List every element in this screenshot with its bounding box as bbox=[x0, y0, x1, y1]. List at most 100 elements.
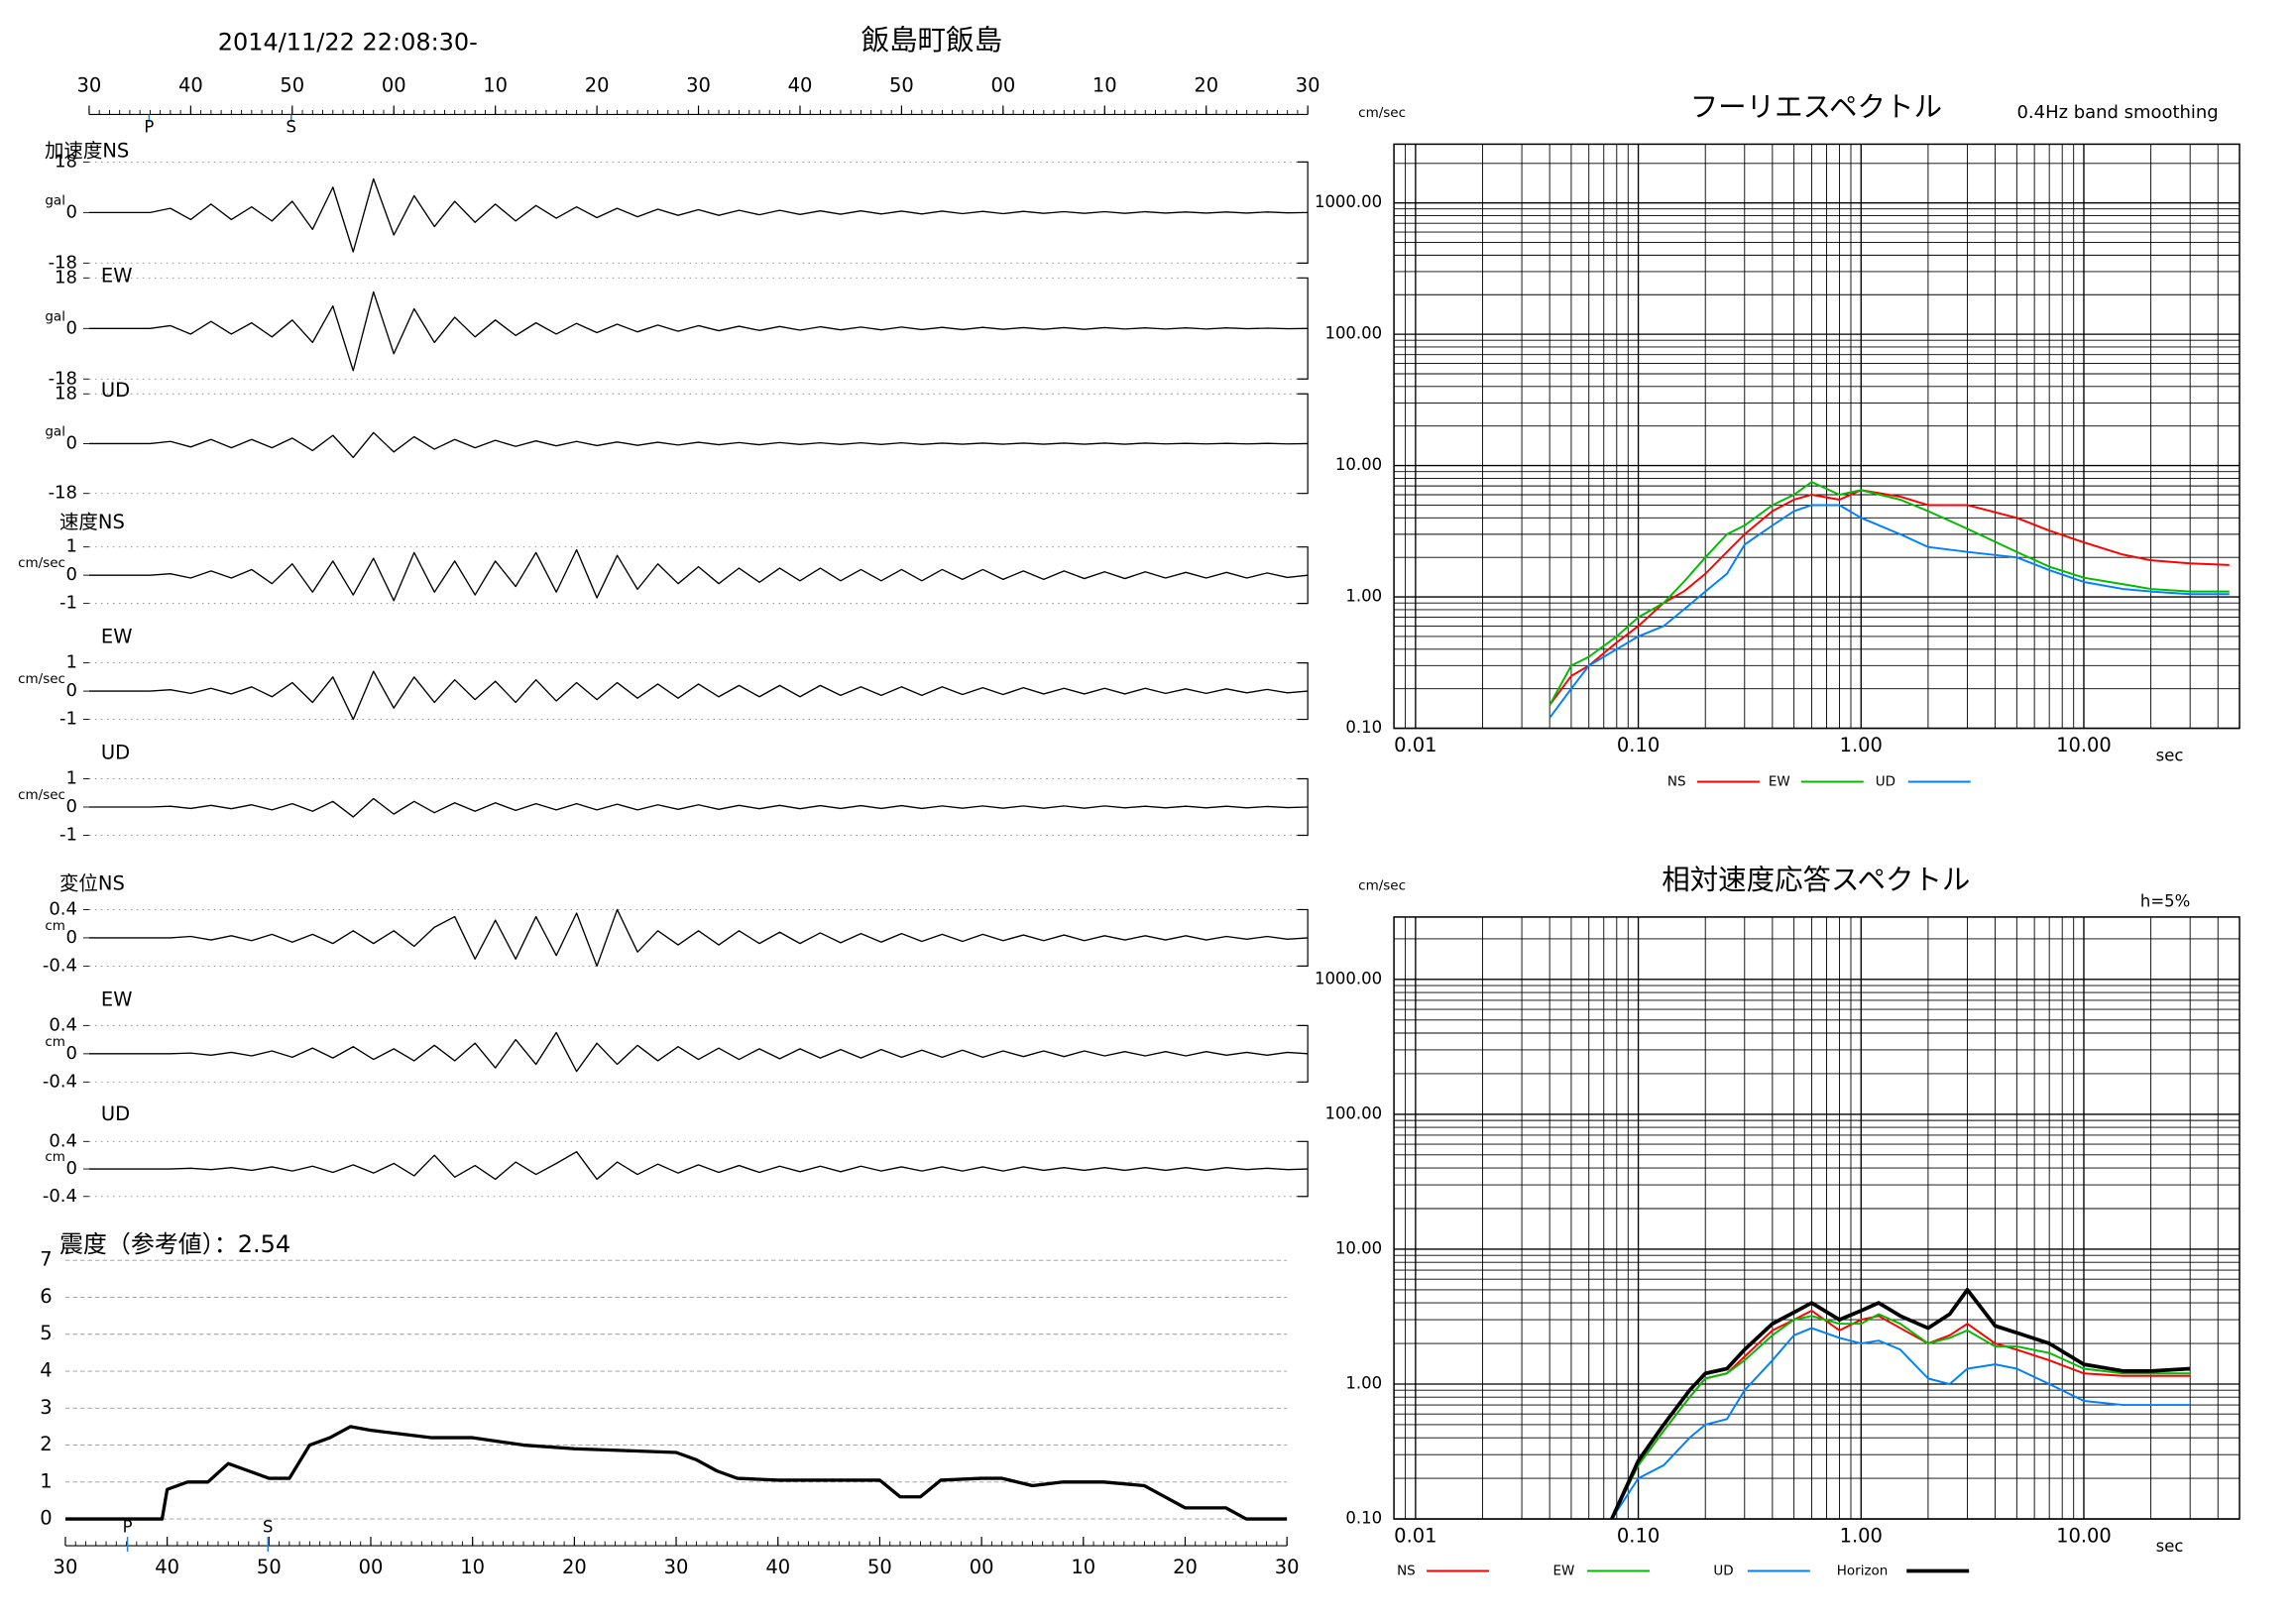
data-line bbox=[88, 1031, 1309, 1073]
phase-label: P bbox=[144, 117, 154, 136]
x-tick-label: 1.00 bbox=[1840, 734, 1883, 756]
y-tick-label: 6 bbox=[40, 1285, 52, 1308]
y-tick-label: 1 bbox=[66, 768, 77, 789]
x-tick-label: 20 bbox=[1194, 73, 1218, 96]
x-tick-label: 30 bbox=[686, 73, 711, 96]
y-tick-label: 0 bbox=[40, 1507, 52, 1530]
phase-label: S bbox=[263, 1518, 273, 1537]
unit-label: gal bbox=[45, 308, 65, 324]
x-tick-label: 00 bbox=[990, 73, 1015, 96]
chart-subtitle: h=5% bbox=[2140, 891, 2190, 910]
y-tick-label: 1 bbox=[40, 1469, 52, 1492]
y-tick-label: 3 bbox=[40, 1396, 52, 1419]
series-label: 変位NS bbox=[59, 871, 125, 894]
datetime: 2014/11/22 22:08:30- bbox=[218, 28, 478, 56]
x-tick-label: 00 bbox=[970, 1556, 994, 1578]
x-tick-label: 30 bbox=[54, 1556, 78, 1578]
y-tick-label: 0 bbox=[66, 1043, 77, 1064]
legend-label: UD bbox=[1876, 774, 1895, 790]
x-axis-label: sec bbox=[2156, 747, 2184, 765]
y-tick-label: 0 bbox=[66, 317, 77, 338]
x-tick-label: 00 bbox=[359, 1556, 384, 1578]
y-tick-label: 1 bbox=[66, 536, 77, 557]
y-tick-label: 2 bbox=[40, 1433, 52, 1455]
legend-label: UD bbox=[1713, 1564, 1733, 1579]
x-tick-label: 10.00 bbox=[2056, 734, 2112, 756]
y-tick-label: 1 bbox=[66, 652, 77, 673]
x-tick-label: 30 bbox=[1275, 1556, 1300, 1578]
x-tick-label: 40 bbox=[788, 73, 813, 96]
x-tick-label: 30 bbox=[1296, 73, 1320, 96]
plot-frame bbox=[1393, 916, 2240, 1520]
y-tick-label: 0 bbox=[66, 564, 77, 585]
x-tick-label: 0.01 bbox=[1394, 1525, 1436, 1548]
x-tick-label: 30 bbox=[77, 73, 102, 96]
y-tick-label: 0.4 bbox=[49, 1014, 77, 1035]
y-tick-label: 0.4 bbox=[49, 1130, 77, 1151]
phase-label: S bbox=[287, 117, 296, 136]
chart-title: 相対速度応答スペクトル bbox=[1662, 864, 1970, 896]
x-tick-label: 1.00 bbox=[1840, 1525, 1883, 1548]
x-tick-label: 10.00 bbox=[2056, 1525, 2112, 1548]
y-tick-label: 5 bbox=[40, 1322, 52, 1344]
data-line bbox=[1549, 504, 2230, 719]
unit-label: cm bbox=[45, 1034, 65, 1050]
x-tick-label: 0.10 bbox=[1617, 734, 1660, 756]
y-tick-label: -18 bbox=[49, 252, 77, 273]
x-tick-label: 50 bbox=[280, 73, 304, 96]
phase-label: P bbox=[123, 1518, 133, 1537]
y-tick-label: -0.4 bbox=[43, 1071, 77, 1092]
y-tick-label: 0 bbox=[66, 201, 77, 222]
unit-label: gal bbox=[45, 192, 65, 208]
data-line bbox=[1610, 1288, 2191, 1520]
y-tick-label: 0 bbox=[66, 796, 77, 817]
y-tick-label: 100.00 bbox=[1324, 324, 1382, 343]
x-tick-label: 20 bbox=[1173, 1556, 1198, 1578]
chart-subtitle: 0.4Hz band smoothing bbox=[2017, 102, 2219, 123]
unit-label: gal bbox=[45, 423, 65, 439]
x-tick-label: 20 bbox=[562, 1556, 587, 1578]
y-tick-label: -0.4 bbox=[43, 955, 77, 976]
series-label: UD bbox=[101, 379, 130, 402]
y-tick-label: 10.00 bbox=[1335, 455, 1382, 474]
chart-title: フーリエスペクトル bbox=[1690, 90, 1942, 123]
series-label: EW bbox=[101, 987, 133, 1010]
data-line bbox=[88, 1151, 1309, 1181]
data-line bbox=[1610, 1313, 2191, 1520]
x-tick-label: 0.10 bbox=[1617, 1525, 1660, 1548]
y-tick-label: 0 bbox=[66, 927, 77, 948]
y-tick-label: -18 bbox=[49, 483, 77, 504]
legend-label: Horizon bbox=[1837, 1564, 1889, 1579]
y-tick-label: -0.4 bbox=[43, 1186, 77, 1207]
y-tick-label: 18 bbox=[55, 267, 77, 288]
x-tick-label: 10 bbox=[1071, 1556, 1095, 1578]
data-line bbox=[1610, 1310, 2191, 1520]
y-tick-label: 0.10 bbox=[1345, 1509, 1382, 1528]
y-tick-label: -1 bbox=[59, 709, 77, 730]
series-label: 加速度NS bbox=[45, 139, 129, 162]
data-line bbox=[1610, 1327, 2191, 1520]
y-tick-label: 0.10 bbox=[1345, 718, 1382, 737]
unit-label: cm bbox=[45, 1149, 65, 1165]
x-tick-label: 40 bbox=[765, 1556, 790, 1578]
x-tick-label: 50 bbox=[867, 1556, 892, 1578]
y-tick-label: -18 bbox=[49, 368, 77, 389]
y-tick-label: -1 bbox=[59, 824, 77, 845]
data-line bbox=[64, 1425, 1288, 1521]
legend-label: EW bbox=[1769, 774, 1790, 790]
y-tick-label: 10.00 bbox=[1335, 1238, 1382, 1257]
unit-label: cm bbox=[45, 918, 65, 934]
unit-label: cm/sec bbox=[18, 555, 65, 571]
x-tick-label: 40 bbox=[155, 1556, 179, 1578]
y-tick-label: 0 bbox=[66, 432, 77, 453]
legend-label: NS bbox=[1397, 1564, 1416, 1579]
series-label: UD bbox=[101, 1102, 130, 1125]
y-tick-label: 100.00 bbox=[1324, 1103, 1382, 1122]
y-tick-label: 18 bbox=[55, 151, 77, 172]
x-tick-label: 10 bbox=[483, 73, 508, 96]
x-tick-label: 20 bbox=[585, 73, 610, 96]
legend-label: EW bbox=[1552, 1564, 1574, 1579]
panel-bracket bbox=[1297, 277, 1309, 380]
y-tick-label: -1 bbox=[59, 593, 77, 614]
